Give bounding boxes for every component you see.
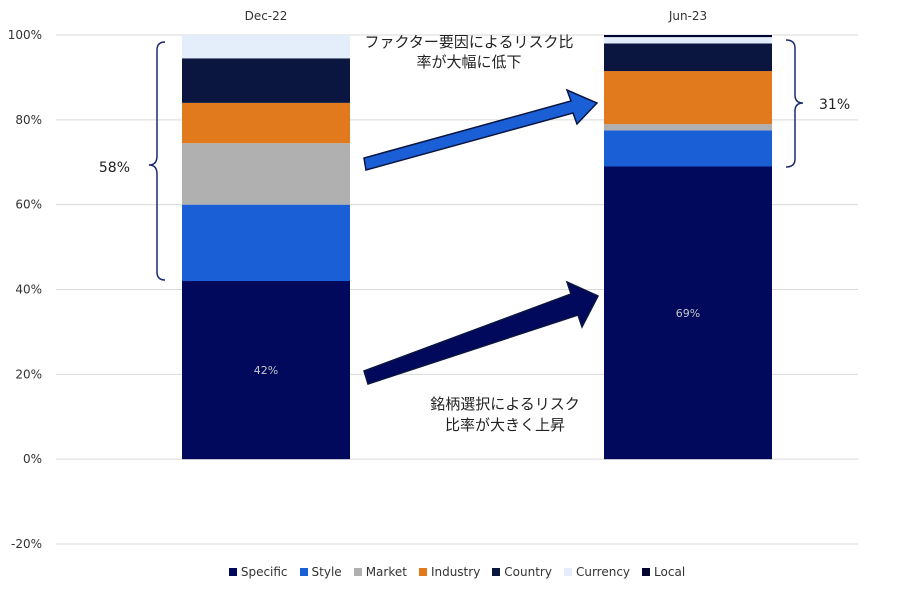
legend-item: Local: [642, 565, 685, 579]
bars: 42% 69%: [182, 35, 772, 460]
bar-segment: [182, 35, 350, 59]
legend-label: Industry: [430, 565, 481, 579]
legend-item: Country: [492, 565, 552, 579]
legend-swatch: [353, 568, 362, 576]
legend-swatch: [563, 568, 572, 576]
legend-swatch: [418, 568, 427, 576]
legend: Specific Style Market Industry Country Curren…: [0, 565, 914, 579]
legend-item: Market: [353, 565, 407, 579]
y-axis: -20% 0% 20% 40% 60% 80% 100%: [8, 28, 42, 551]
bar-segment: [604, 35, 772, 38]
y-tick-label: 0%: [23, 452, 42, 466]
legend-label: Country: [504, 565, 552, 579]
legend-label: Specific: [240, 565, 288, 579]
legend-item: Specific: [228, 565, 288, 579]
bottom-note-line2: 比率が大きく上昇: [445, 416, 565, 434]
left-brace: [148, 41, 166, 281]
legend-swatch: [492, 568, 501, 576]
top-arrow: [363, 88, 599, 171]
bottom-note-line1: 銘柄選択によるリスク: [430, 395, 580, 413]
y-tick-label: 80%: [15, 113, 42, 127]
category-label: Jun-23: [668, 9, 707, 23]
data-label: 42%: [254, 364, 278, 377]
legend-item: Style: [299, 565, 342, 579]
bar-segment: [604, 130, 772, 167]
data-label: 69%: [676, 307, 700, 320]
bar-segment: [604, 124, 772, 131]
y-tick-label: -20%: [11, 537, 42, 551]
legend-swatch: [642, 568, 651, 576]
bar-segment: [182, 204, 350, 282]
bar-segment: [604, 166, 772, 460]
x-axis: Dec-22 Jun-23: [245, 9, 708, 23]
y-tick-label: 20%: [15, 367, 42, 381]
left-brace-label: 58%: [99, 160, 130, 176]
category-label: Dec-22: [245, 9, 288, 23]
bar-segment: [604, 71, 772, 125]
legend-label: Local: [654, 565, 686, 579]
top-note-line2: 率が大幅に低下: [416, 53, 521, 71]
right-brace: [785, 39, 804, 168]
legend-swatch: [299, 568, 308, 576]
bar-segment: [182, 281, 350, 460]
y-tick-label: 40%: [15, 283, 42, 297]
y-tick-label: 100%: [8, 28, 42, 42]
y-tick-label: 60%: [15, 198, 42, 212]
bar-segment: [604, 43, 772, 72]
legend-label: Market: [365, 565, 407, 579]
bar-segment: [604, 37, 772, 44]
legend-item: Industry: [418, 565, 481, 579]
bar-segment: [182, 143, 350, 205]
bar-segment: [182, 102, 350, 144]
bar-segment: [182, 58, 350, 103]
legend-item: Currency: [563, 565, 631, 579]
legend-label: Currency: [575, 565, 631, 579]
legend-swatch: [228, 568, 237, 576]
right-brace-label: 31%: [819, 97, 850, 113]
bottom-arrow: [363, 280, 600, 385]
top-note-line1: ファクター要因によるリスク比: [365, 33, 574, 51]
legend-label: Style: [311, 565, 342, 579]
